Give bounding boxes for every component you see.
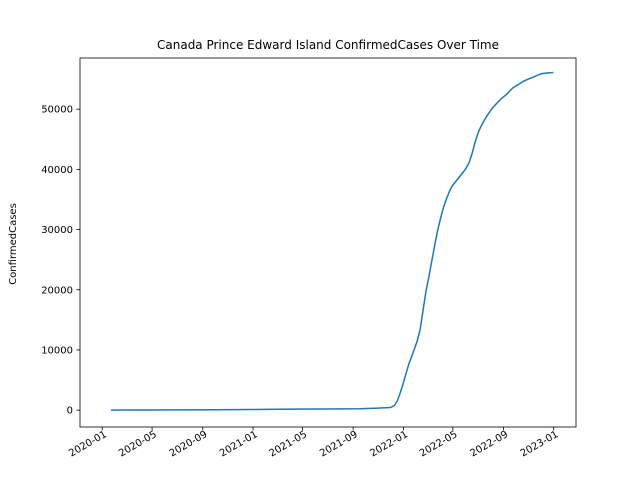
y-tick-label: 50000 bbox=[41, 105, 73, 116]
y-tick-label: 40000 bbox=[41, 165, 73, 176]
y-tick-label: 10000 bbox=[41, 345, 73, 356]
y-tick-label: 0 bbox=[67, 406, 73, 417]
axes-frame bbox=[79, 57, 577, 428]
series-line-0 bbox=[110, 71, 554, 411]
y-tick-label: 20000 bbox=[41, 285, 73, 296]
chart-title: Canada Prince Edward Island ConfirmedCas… bbox=[157, 38, 499, 52]
y-axis-label: ConfirmedCases bbox=[8, 203, 19, 285]
y-tick-label: 30000 bbox=[41, 225, 73, 236]
